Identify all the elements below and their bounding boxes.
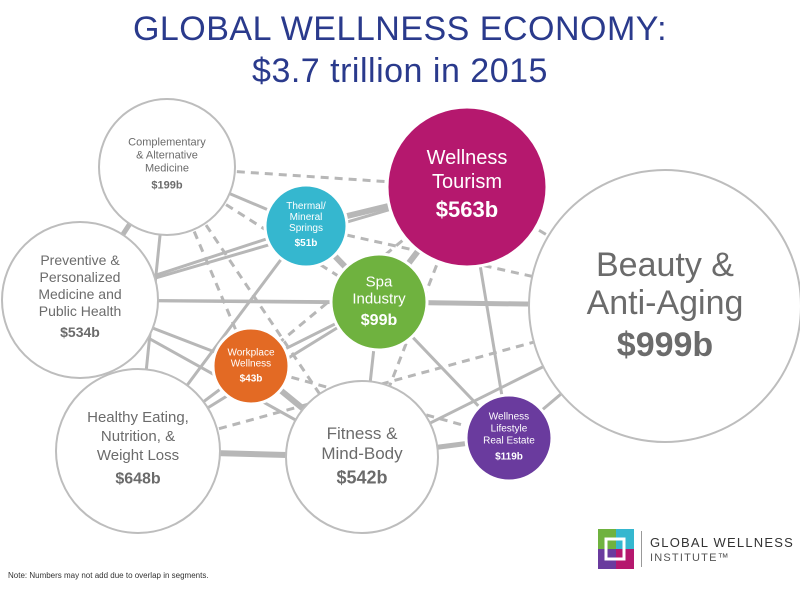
circle-thermal — [263, 183, 349, 269]
label-thermal-2: Springs — [289, 223, 323, 234]
label-cam-1: & Alternative — [136, 149, 198, 161]
segment-eating: Healthy Eating, Nutrition, & Weight Loss $6… — [55, 368, 221, 534]
label-fitness-0: Fitness & — [327, 424, 399, 443]
label-eating-0: Healthy Eating, — [87, 409, 189, 426]
label-tourism-0: Wellness — [427, 147, 508, 169]
label-cam-2: Medicine — [145, 162, 189, 174]
logo-mark-icon — [598, 529, 634, 569]
circle-workplace — [211, 326, 291, 406]
circle-realestate — [464, 393, 554, 483]
page-title: GLOBAL WELLNESS ECONOMY: — [132, 10, 668, 48]
circle-spa — [329, 252, 429, 352]
footnote: Note: Numbers may not add due to overlap… — [8, 571, 209, 580]
label-workplace-0: Workplace — [227, 348, 274, 359]
value-eating: $648b — [115, 470, 161, 487]
circle-tourism — [385, 105, 549, 269]
label-preventive-0: Preventive & — [40, 252, 120, 268]
circle-fitness — [285, 380, 439, 534]
label-cam-0: Complementary — [128, 136, 206, 148]
label-tourism-1: Tourism — [432, 171, 502, 193]
page-subtitle: $3.7 trillion in 2015 — [252, 52, 548, 90]
institute-logo: GLOBAL WELLNESS INSTITUTE™ — [596, 525, 793, 575]
value-spa: $99b — [361, 312, 398, 329]
label-workplace-1: Wellness — [231, 359, 271, 370]
label-beauty-1: Anti-Aging — [587, 284, 744, 322]
value-preventive: $534b — [60, 324, 100, 340]
label-thermal-1: Mineral — [290, 212, 323, 223]
circle-preventive — [1, 221, 159, 379]
segment-beauty: Beauty &Anti-Aging $999b — [528, 169, 800, 443]
segment-circles: Beauty &Anti-Aging $999b Healthy Eating, Nu… — [1, 98, 800, 534]
label-fitness-1: Mind-Body — [321, 444, 403, 463]
logo-subname: INSTITUTE™ — [650, 552, 730, 564]
label-spa-1: Industry — [352, 290, 406, 307]
value-thermal: $51b — [295, 238, 318, 249]
label-realestate-0: Wellness — [489, 412, 529, 423]
value-workplace: $43b — [240, 374, 263, 385]
label-preventive-3: Public Health — [39, 303, 122, 319]
value-fitness: $542b — [336, 467, 387, 487]
value-realestate: $119b — [495, 452, 523, 463]
label-preventive-1: Personalized — [40, 269, 121, 285]
label-eating-1: Nutrition, & — [101, 428, 175, 445]
circle-beauty — [528, 169, 800, 443]
label-spa-0: Spa — [366, 273, 393, 290]
label-thermal-0: Thermal/ — [286, 201, 326, 212]
value-tourism: $563b — [436, 197, 498, 222]
label-realestate-1: Lifestyle — [491, 424, 528, 435]
segment-fitness: Fitness &Mind-Body $542b — [285, 380, 439, 534]
label-preventive-2: Medicine and — [38, 286, 121, 302]
logo-divider — [641, 531, 642, 567]
label-realestate-2: Real Estate — [483, 436, 535, 447]
label-beauty-0: Beauty & — [596, 246, 734, 284]
logo-name: GLOBAL WELLNESS — [650, 535, 794, 550]
value-cam: $199b — [151, 179, 182, 191]
circle-cam — [98, 98, 236, 236]
circle-eating — [55, 368, 221, 534]
label-eating-2: Weight Loss — [97, 447, 179, 464]
value-beauty: $999b — [617, 326, 713, 364]
